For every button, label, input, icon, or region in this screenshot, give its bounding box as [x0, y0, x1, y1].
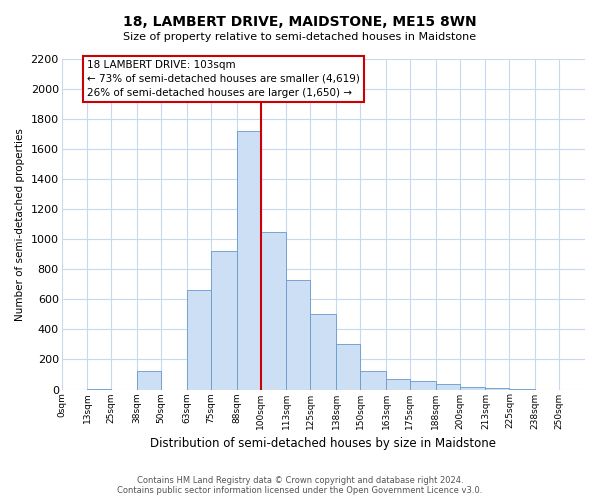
Bar	[360, 372, 386, 390]
Bar	[237, 131, 260, 390]
Bar	[336, 344, 360, 390]
Text: 18, LAMBERT DRIVE, MAIDSTONE, ME15 8WN: 18, LAMBERT DRIVE, MAIDSTONE, ME15 8WN	[123, 15, 477, 29]
Bar	[386, 379, 410, 390]
Bar	[310, 314, 336, 390]
Bar	[410, 382, 436, 390]
Bar	[260, 232, 286, 390]
Bar	[187, 290, 211, 390]
Text: 18 LAMBERT DRIVE: 103sqm
← 73% of semi-detached houses are smaller (4,619)
26% o: 18 LAMBERT DRIVE: 103sqm ← 73% of semi-d…	[88, 60, 361, 98]
Bar	[436, 384, 460, 390]
Bar	[509, 389, 535, 390]
Text: Size of property relative to semi-detached houses in Maidstone: Size of property relative to semi-detach…	[124, 32, 476, 42]
Y-axis label: Number of semi-detached properties: Number of semi-detached properties	[15, 128, 25, 320]
Bar	[137, 372, 161, 390]
Bar	[211, 252, 237, 390]
Bar	[485, 388, 509, 390]
Bar	[460, 386, 485, 390]
Text: Contains HM Land Registry data © Crown copyright and database right 2024.
Contai: Contains HM Land Registry data © Crown c…	[118, 476, 482, 495]
Bar	[88, 389, 112, 390]
Bar	[286, 280, 310, 390]
X-axis label: Distribution of semi-detached houses by size in Maidstone: Distribution of semi-detached houses by …	[150, 437, 496, 450]
